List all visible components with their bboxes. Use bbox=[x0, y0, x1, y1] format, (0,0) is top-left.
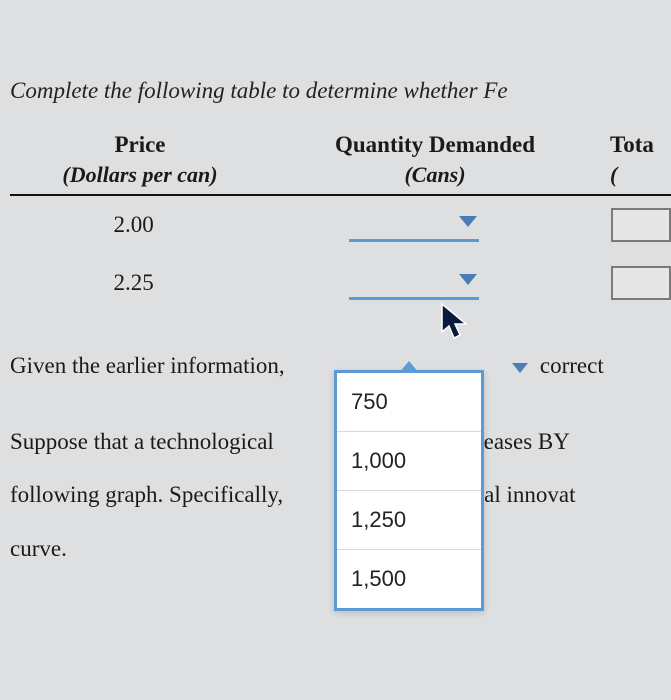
cursor-icon bbox=[440, 302, 472, 342]
total-subheader: ( bbox=[610, 162, 671, 188]
total-header: Tota bbox=[610, 132, 671, 158]
qty-dropdown-1[interactable] bbox=[349, 208, 479, 242]
header-row: Price (Dollars per can) Quantity Demande… bbox=[10, 132, 671, 188]
price-header: Price bbox=[10, 132, 270, 158]
qty-subheader: (Cans) bbox=[270, 162, 600, 188]
para-text: following graph. Specifically, bbox=[10, 482, 283, 507]
para-text: correct bbox=[540, 353, 604, 378]
qty-header: Quantity Demanded bbox=[270, 132, 600, 158]
total-input-1[interactable] bbox=[611, 208, 671, 242]
dropdown-option[interactable]: 1,000 bbox=[337, 432, 481, 491]
price-subheader: (Dollars per can) bbox=[10, 162, 270, 188]
dropdown-option[interactable]: 750 bbox=[337, 373, 481, 432]
para-text: curve. bbox=[10, 536, 67, 561]
instruction-text: Complete the following table to determin… bbox=[10, 78, 671, 104]
chevron-down-icon bbox=[459, 274, 477, 285]
dropdown-option[interactable]: 1,250 bbox=[337, 491, 481, 550]
para-text: Suppose that a technological bbox=[10, 429, 274, 454]
chevron-down-icon[interactable] bbox=[512, 363, 528, 373]
table-row: 2.25 bbox=[10, 254, 671, 312]
chevron-down-icon bbox=[459, 216, 477, 227]
price-cell: 2.00 bbox=[10, 212, 257, 238]
dropdown-option[interactable]: 1,500 bbox=[337, 550, 481, 608]
dropdown-pointer-icon bbox=[399, 361, 419, 373]
total-input-2[interactable] bbox=[611, 266, 671, 300]
price-cell: 2.25 bbox=[10, 270, 257, 296]
data-table: Price (Dollars per can) Quantity Demande… bbox=[10, 132, 671, 312]
para-text: Given the earlier information, bbox=[10, 353, 285, 378]
dropdown-menu[interactable]: 750 1,000 1,250 1,500 bbox=[334, 370, 484, 611]
table-row: 2.00 bbox=[10, 196, 671, 254]
qty-dropdown-2[interactable] bbox=[349, 266, 479, 300]
